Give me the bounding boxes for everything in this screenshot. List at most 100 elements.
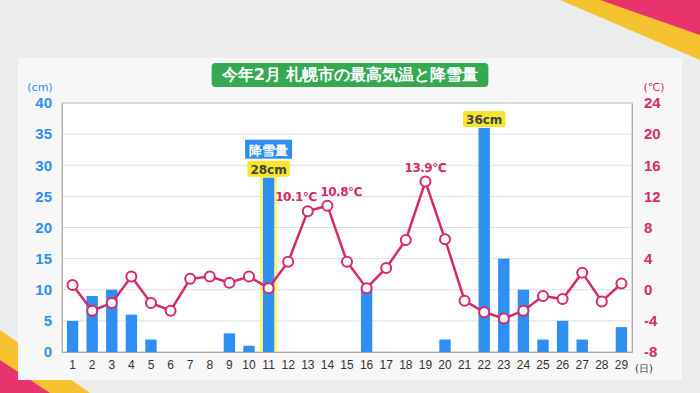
tick: 23 <box>497 352 511 372</box>
y-axis: 0510152025303540 <box>35 94 62 360</box>
grid <box>62 103 632 352</box>
tick-label: 20 <box>644 125 661 142</box>
tick: 17 <box>380 352 394 372</box>
marker <box>205 272 215 282</box>
tick-label: 25 <box>35 188 52 205</box>
bar <box>498 259 509 352</box>
marker <box>87 306 97 316</box>
marker <box>597 296 607 306</box>
annotation: 36cm <box>466 113 502 127</box>
marker <box>362 283 372 293</box>
tick: 35 <box>35 125 62 142</box>
y2-axis: -8-404812162024 <box>632 94 661 360</box>
marker <box>342 257 352 267</box>
bar <box>322 352 333 353</box>
tick: 2 <box>89 352 96 372</box>
tick-label: 26 <box>556 358 570 372</box>
tick: 25 <box>35 188 62 205</box>
tick-label: 4 <box>128 358 135 372</box>
tick: 16 <box>360 352 374 372</box>
axis-line <box>62 104 63 353</box>
tick-label: 9 <box>226 358 233 372</box>
tick-label: 24 <box>644 94 661 111</box>
tick-label: 19 <box>419 358 433 372</box>
marker <box>420 177 430 187</box>
annotation: 28cm <box>250 163 286 177</box>
marker <box>283 257 293 267</box>
title: 今年2月 札幌市の最高気温と降雪量 <box>221 65 479 84</box>
tick: 22 <box>478 352 492 372</box>
marker <box>68 280 78 290</box>
marker <box>499 314 509 324</box>
tick: 25 <box>536 352 550 372</box>
y2-axis-label: (℃) <box>644 81 665 94</box>
tick: 30 <box>35 157 62 174</box>
tick: 40 <box>35 94 62 111</box>
bar <box>243 346 254 352</box>
tick: 29 <box>615 352 629 372</box>
marker <box>264 283 274 293</box>
tick: 27 <box>576 352 590 372</box>
grid-line <box>62 134 632 135</box>
bar <box>126 315 137 352</box>
tick-label: 15 <box>340 358 354 372</box>
tick: 8 <box>206 352 213 372</box>
tick-label: 16 <box>644 157 661 174</box>
bar <box>224 333 235 352</box>
tick-label: 1 <box>69 358 76 372</box>
tick-label: 3 <box>108 358 115 372</box>
tick-label: -8 <box>644 343 657 360</box>
tick: 16 <box>632 157 661 174</box>
tick-label: 0 <box>644 281 652 298</box>
tick-label: 27 <box>576 358 590 372</box>
panel <box>18 58 682 380</box>
bar <box>263 178 274 352</box>
tick: 20 <box>632 125 661 142</box>
marker <box>479 307 489 317</box>
tick-label: 28 <box>595 358 609 372</box>
tick: 13 <box>301 352 315 372</box>
decoration <box>600 0 700 35</box>
tick-label: 0 <box>44 343 52 360</box>
grid-line <box>62 227 632 228</box>
bar <box>106 290 117 352</box>
bar <box>518 290 529 352</box>
tick: 15 <box>35 250 62 267</box>
y-axis-label: (cm) <box>27 81 52 94</box>
tick: 20 <box>438 352 452 372</box>
tick: 7 <box>187 352 194 372</box>
tick: 0 <box>44 343 62 360</box>
tick: 8 <box>632 219 652 236</box>
line <box>73 182 622 319</box>
tick-label: 35 <box>35 125 52 142</box>
chart: 今年2月 札幌市の最高気温と降雪量 0 5 10 15 20 25 30 35 40 -8 -4 0 4 8… <box>0 0 700 393</box>
tick: 6 <box>167 352 174 372</box>
tick-label: 25 <box>536 358 550 372</box>
bar <box>596 352 607 353</box>
tick: -4 <box>632 312 658 329</box>
marks <box>67 128 627 352</box>
tick: 19 <box>419 352 433 372</box>
tick-label: 23 <box>497 358 511 372</box>
bar <box>185 352 196 353</box>
tick-label: 6 <box>167 358 174 372</box>
tick: 1 <box>69 352 76 372</box>
tick-label: -4 <box>644 312 658 329</box>
marker <box>224 278 234 288</box>
annotation-box <box>247 161 289 177</box>
marker <box>303 206 313 216</box>
tick: 4 <box>128 352 135 372</box>
tick: 11 <box>262 352 275 372</box>
bar <box>204 352 215 353</box>
marker <box>538 291 548 301</box>
bar <box>67 321 78 352</box>
tick: 5 <box>148 352 155 372</box>
marker <box>146 298 156 308</box>
bar <box>283 352 294 353</box>
series-name-box <box>245 140 292 159</box>
bar <box>577 340 588 352</box>
tick-label: 10 <box>242 358 256 372</box>
tick-label: 7 <box>187 358 194 372</box>
marker <box>558 294 568 304</box>
bar <box>361 290 372 352</box>
